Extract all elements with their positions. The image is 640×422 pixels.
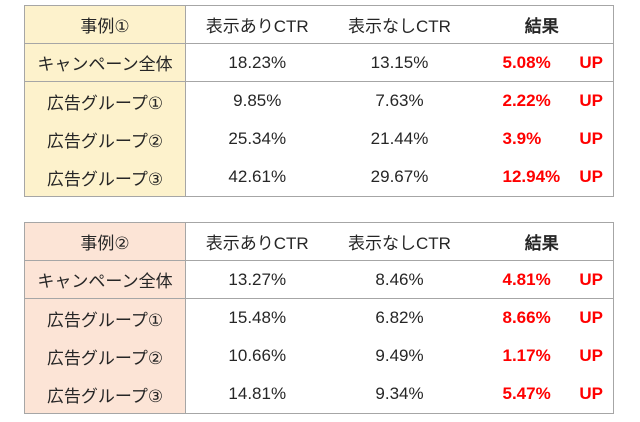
result-cell: 1.17% UP	[471, 337, 614, 375]
col-header-result: 結果	[524, 17, 559, 37]
shown-ctr-cell: 25.34%	[228, 129, 287, 149]
result-up-label: UP	[579, 346, 603, 366]
result-cell: 5.08% UP	[471, 44, 614, 82]
row-label-cell: キャンペーン全体	[24, 43, 186, 82]
hidden-ctr-cell: 9.34%	[375, 384, 424, 404]
result-diff: 3.9%	[502, 129, 542, 149]
hidden-ctr-cell: 13.15%	[370, 52, 429, 72]
result-cell: 2.22% UP	[471, 82, 614, 120]
result-diff: 1.17%	[502, 346, 551, 366]
shown-ctr-cell: 18.23%	[228, 52, 287, 72]
hidden-ctr-cell: 21.44%	[370, 129, 429, 149]
hidden-ctr-cell: 8.46%	[375, 269, 424, 289]
case1-header-row: 事例① 表示ありCTR 表示なしCTR 結果	[24, 5, 614, 44]
shown-ctr-cell: 9.85%	[233, 91, 282, 111]
table-row: 広告グループ① 9.85% 7.63% 2.22% UP	[24, 81, 614, 121]
row-label-cell: キャンペーン全体	[24, 260, 186, 299]
table-row: 広告グループ② 25.34% 21.44% 3.9% UP	[24, 120, 614, 159]
hidden-ctr-cell: 29.67%	[370, 167, 429, 187]
row-label-cell: 広告グループ①	[24, 298, 186, 337]
shown-ctr-cell: 14.81%	[228, 384, 287, 404]
row-label-cell: 広告グループ②	[24, 337, 186, 376]
case2-table: 事例② 表示ありCTR 表示なしCTR 結果 キャンペーン全体 13.27% 8…	[24, 221, 614, 414]
case2-header-row: 事例② 表示ありCTR 表示なしCTR 結果	[24, 222, 614, 261]
row-label-cell: 広告グループ③	[24, 158, 186, 197]
result-diff: 5.08%	[502, 52, 551, 72]
table-row: 広告グループ① 15.48% 6.82% 8.66% UP	[24, 298, 614, 337]
hidden-ctr-cell: 7.63%	[375, 91, 424, 111]
result-up-label: UP	[579, 167, 603, 187]
result-cell: 8.66% UP	[471, 299, 614, 337]
case1-title-cell: 事例①	[24, 5, 186, 44]
shown-ctr-cell: 42.61%	[228, 167, 287, 187]
table-row: 広告グループ③ 14.81% 9.34% 5.47% UP	[24, 375, 614, 414]
shown-ctr-cell: 10.66%	[228, 346, 287, 366]
hidden-ctr-cell: 6.82%	[375, 308, 424, 328]
result-diff: 4.81%	[502, 269, 551, 289]
col-header-result: 結果	[524, 234, 559, 254]
table-row: キャンペーン全体 13.27% 8.46% 4.81% UP	[24, 260, 614, 299]
result-cell: 12.94% UP	[471, 158, 614, 196]
case2-title-cell: 事例②	[24, 222, 186, 261]
result-cell: 3.9% UP	[471, 120, 614, 158]
result-up-label: UP	[579, 308, 603, 328]
result-cell: 4.81% UP	[471, 261, 614, 299]
result-diff: 12.94%	[502, 167, 561, 187]
result-up-label: UP	[579, 129, 603, 149]
result-up-label: UP	[579, 91, 603, 111]
col-header-hidden-ctr: 表示なしCTR	[348, 234, 451, 254]
result-cell: 5.47% UP	[471, 375, 614, 413]
row-label-cell: 広告グループ①	[24, 81, 186, 121]
result-up-label: UP	[579, 269, 603, 289]
result-up-label: UP	[579, 52, 603, 72]
table-row: 広告グループ② 10.66% 9.49% 1.17% UP	[24, 337, 614, 376]
table-row: キャンペーン全体 18.23% 13.15% 5.08% UP	[24, 43, 614, 82]
case1-table: 事例① 表示ありCTR 表示なしCTR 結果 キャンペーン全体 18.23% 1…	[24, 5, 614, 197]
col-header-hidden-ctr: 表示なしCTR	[348, 17, 451, 37]
result-diff: 8.66%	[502, 308, 551, 328]
result-diff: 5.47%	[502, 384, 551, 404]
col-header-shown-ctr: 表示ありCTR	[205, 234, 309, 254]
result-diff: 2.22%	[502, 91, 551, 111]
row-label-cell: 広告グループ②	[24, 120, 186, 159]
col-header-shown-ctr: 表示ありCTR	[205, 17, 309, 37]
row-label-cell: 広告グループ③	[24, 375, 186, 414]
result-up-label: UP	[579, 384, 603, 404]
shown-ctr-cell: 13.27%	[228, 269, 287, 289]
table-row: 広告グループ③ 42.61% 29.67% 12.94% UP	[24, 158, 614, 197]
hidden-ctr-cell: 9.49%	[375, 346, 424, 366]
shown-ctr-cell: 15.48%	[228, 308, 287, 328]
